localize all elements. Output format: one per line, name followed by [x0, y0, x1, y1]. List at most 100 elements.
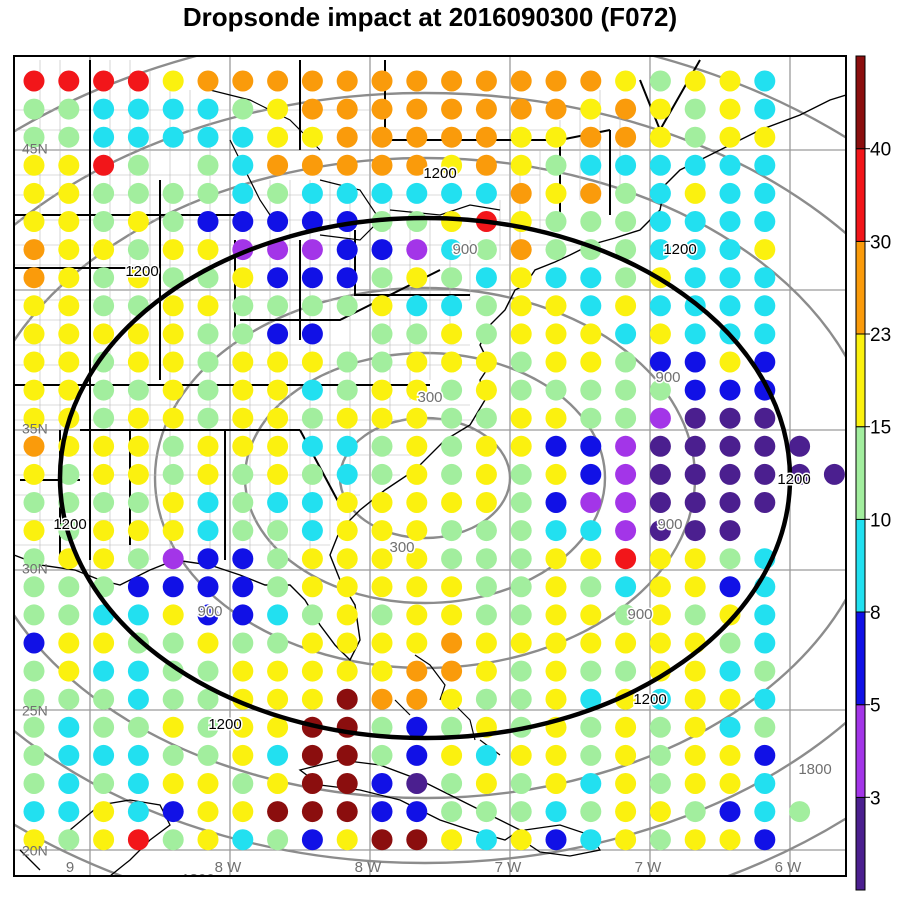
impact-dot	[615, 492, 637, 513]
colorbar-label: 30	[870, 232, 891, 253]
impact-dot	[93, 716, 115, 738]
impact-dot	[371, 154, 393, 176]
impact-dot	[197, 744, 219, 766]
impact-dot	[441, 632, 463, 654]
impact-dot	[371, 126, 393, 148]
impact-dot	[267, 435, 289, 457]
impact-dot	[684, 829, 706, 851]
impact-dot	[754, 829, 776, 851]
impact-dot	[232, 744, 254, 766]
impact-dot	[719, 463, 741, 485]
impact-dot	[58, 632, 80, 654]
impact-dot	[197, 660, 219, 682]
impact-dot	[23, 829, 45, 851]
range-ring-label: 1800	[181, 871, 214, 888]
impact-dot	[162, 407, 184, 429]
impact-dot	[162, 716, 184, 738]
impact-dot	[754, 604, 776, 626]
colorbar: 3 5 8 10 15 23 30 40	[855, 55, 891, 891]
impact-dot	[406, 773, 428, 794]
map-frame	[13, 55, 847, 877]
impact-dot	[301, 323, 323, 345]
impact-dot	[127, 744, 149, 766]
impact-dot	[684, 267, 706, 289]
impact-dot	[719, 435, 741, 457]
impact-dot	[58, 604, 80, 626]
impact-dot	[301, 548, 323, 570]
impact-dot	[649, 548, 671, 570]
impact-dot	[232, 716, 254, 738]
impact-dot	[406, 463, 428, 485]
impact-dot	[336, 126, 358, 148]
impact-dot	[127, 211, 149, 232]
impact-dot	[232, 492, 254, 513]
impact-dot	[371, 829, 393, 851]
impact-dot	[441, 323, 463, 345]
impact-dot	[441, 660, 463, 682]
impact-dot	[441, 548, 463, 570]
impact-dot	[232, 154, 254, 176]
impact-dot	[197, 716, 219, 738]
impact-dot	[545, 801, 567, 823]
impact-dot	[475, 463, 497, 485]
impact-dot	[406, 295, 428, 317]
impact-dot	[371, 548, 393, 570]
impact-dot	[267, 154, 289, 176]
impact-dot	[371, 379, 393, 401]
impact-dot	[615, 154, 637, 176]
impact-dot	[475, 126, 497, 148]
impact-dot	[719, 379, 741, 401]
impact-dot	[23, 716, 45, 738]
impact-dot	[162, 660, 184, 682]
impact-dot	[336, 435, 358, 457]
impact-dot	[649, 435, 671, 457]
impact-dot	[684, 520, 706, 542]
colorbar-bin	[855, 148, 866, 242]
impact-dot	[267, 182, 289, 204]
impact-dot	[475, 239, 497, 261]
impact-dot	[232, 463, 254, 485]
impact-dot	[649, 632, 671, 654]
impact-dot	[23, 379, 45, 401]
impact-dot	[127, 267, 149, 289]
impact-dot	[475, 351, 497, 373]
impact-dot	[371, 267, 393, 289]
impact-dot	[336, 632, 358, 654]
impact-dot	[510, 407, 532, 429]
impact-dot	[127, 463, 149, 485]
impact-dot	[475, 295, 497, 317]
impact-dot	[545, 435, 567, 457]
range-ring-1500	[14, 156, 846, 800]
impact-dot	[510, 688, 532, 710]
impact-dot	[649, 604, 671, 626]
longitude-label: 7 W	[635, 859, 663, 876]
impact-dot	[267, 660, 289, 682]
impact-dot	[23, 604, 45, 626]
impact-dot	[23, 295, 45, 317]
colorbar-bin	[855, 240, 866, 335]
longitude-label: 7 W	[495, 859, 523, 876]
impact-dot	[649, 154, 671, 176]
impact-dot	[336, 829, 358, 851]
impact-dot	[545, 98, 567, 120]
impact-dot	[127, 829, 149, 851]
impact-dot	[58, 295, 80, 317]
impact-dot	[545, 239, 567, 261]
impact-dot	[301, 435, 323, 457]
impact-dot	[510, 576, 532, 598]
impact-dot	[301, 70, 323, 92]
impact-dot	[58, 267, 80, 289]
latitude-label: 45N	[22, 141, 48, 157]
impact-dot	[441, 463, 463, 485]
impact-dot	[615, 829, 637, 851]
impact-dot	[754, 267, 776, 289]
impact-dot	[441, 576, 463, 598]
impact-dot	[754, 660, 776, 682]
latitude-labels: 45N 35N 30N 25N 20N	[22, 141, 48, 859]
impact-dot	[267, 323, 289, 345]
impact-dot	[510, 98, 532, 120]
impact-dot	[371, 323, 393, 345]
impact-dot	[719, 70, 741, 92]
impact-dot	[162, 435, 184, 457]
impact-dot	[510, 379, 532, 401]
